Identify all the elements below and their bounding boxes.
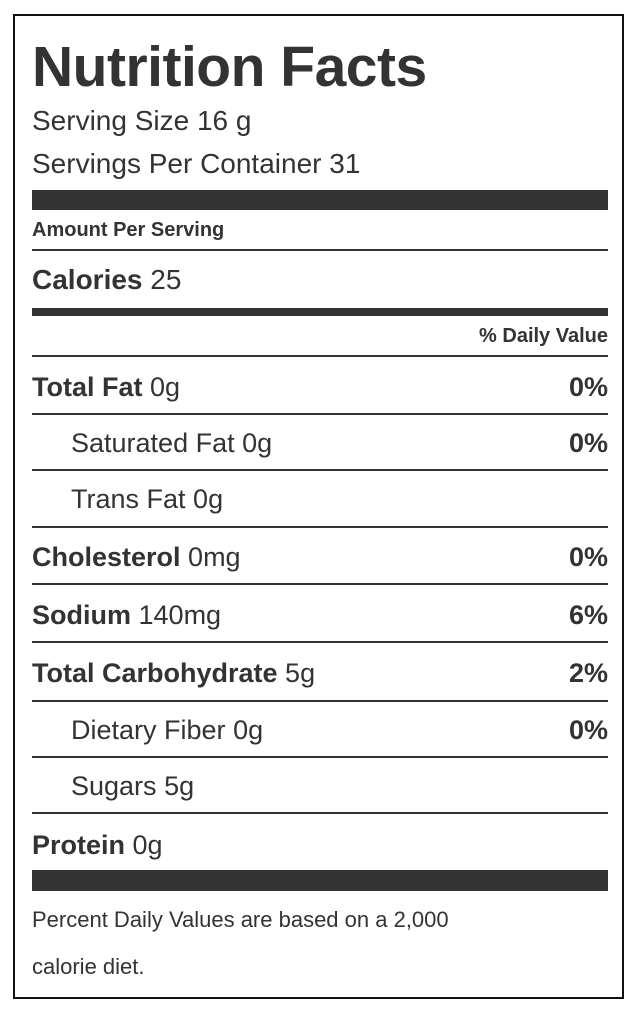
thick-divider — [32, 190, 608, 210]
footnote-line-2: calorie diet. — [32, 954, 145, 979]
nutrient-row-sodium: Sodium 140mg 6% — [32, 599, 608, 631]
nutrient-row-cholesterol: Cholesterol 0mg 0% — [32, 541, 608, 573]
divider — [32, 812, 608, 814]
daily-value: 2% — [568, 658, 608, 688]
divider — [32, 469, 608, 471]
calories-value: 25 — [150, 264, 182, 295]
nutrient-amount: 0g — [242, 428, 273, 458]
daily-value: 0% — [568, 428, 608, 458]
nutrient-row-total-carbohydrate: Total Carbohydrate 5g 2% — [32, 657, 608, 689]
calories-row: Calories 25 — [32, 264, 181, 296]
divider — [32, 249, 608, 251]
medium-divider — [32, 308, 608, 316]
nutrient-amount: 0g — [233, 715, 264, 745]
nutrient-row-saturated-fat: Saturated Fat 0g 0% — [32, 427, 608, 459]
divider — [32, 526, 608, 528]
amount-per-serving: Amount Per Serving — [32, 219, 225, 241]
daily-value-header: % Daily Value — [479, 325, 608, 347]
nutrient-label: Sugars — [71, 771, 157, 801]
nutrient-label: Total Fat — [32, 372, 143, 402]
nutrient-row-trans-fat: Trans Fat 0g — [32, 483, 608, 515]
label-title: Nutrition Facts — [32, 35, 427, 99]
nutrient-amount: 0g — [132, 830, 163, 860]
daily-value: 6% — [568, 600, 608, 630]
divider — [32, 700, 608, 702]
daily-value: 0% — [568, 542, 608, 572]
nutrient-amount: 5g — [285, 658, 316, 688]
footnote-line-1: Percent Daily Values are based on a 2,00… — [32, 907, 449, 932]
divider — [32, 355, 608, 357]
nutrition-facts-label — [13, 14, 624, 999]
nutrient-amount: 140mg — [138, 600, 222, 630]
daily-value: 0% — [568, 715, 608, 745]
divider — [32, 641, 608, 643]
nutrient-label: Trans Fat — [71, 484, 186, 514]
nutrient-amount: 0g — [150, 372, 181, 402]
nutrient-row-protein: Protein 0g — [32, 829, 608, 861]
serving-size: Serving Size 16 g — [32, 105, 252, 136]
calories-label: Calories — [32, 264, 143, 295]
nutrient-label: Dietary Fiber — [71, 715, 226, 745]
divider — [32, 583, 608, 585]
nutrient-row-total-fat: Total Fat 0g 0% — [32, 371, 608, 403]
nutrient-amount: 0mg — [188, 542, 241, 572]
servings-per-container: Servings Per Container 31 — [32, 148, 361, 179]
nutrient-label: Saturated Fat — [71, 428, 235, 458]
nutrient-row-dietary-fiber: Dietary Fiber 0g 0% — [32, 714, 608, 746]
nutrient-amount: 0g — [193, 484, 224, 514]
nutrient-label: Protein — [32, 830, 126, 860]
thick-divider — [32, 870, 608, 891]
nutrient-label: Total Carbohydrate — [32, 658, 278, 688]
divider — [32, 413, 608, 415]
nutrient-row-sugars: Sugars 5g — [32, 770, 608, 802]
nutrient-amount: 5g — [164, 771, 195, 801]
daily-value: 0% — [568, 372, 608, 402]
nutrient-label: Cholesterol — [32, 542, 181, 572]
nutrient-label: Sodium — [32, 600, 131, 630]
divider — [32, 756, 608, 758]
